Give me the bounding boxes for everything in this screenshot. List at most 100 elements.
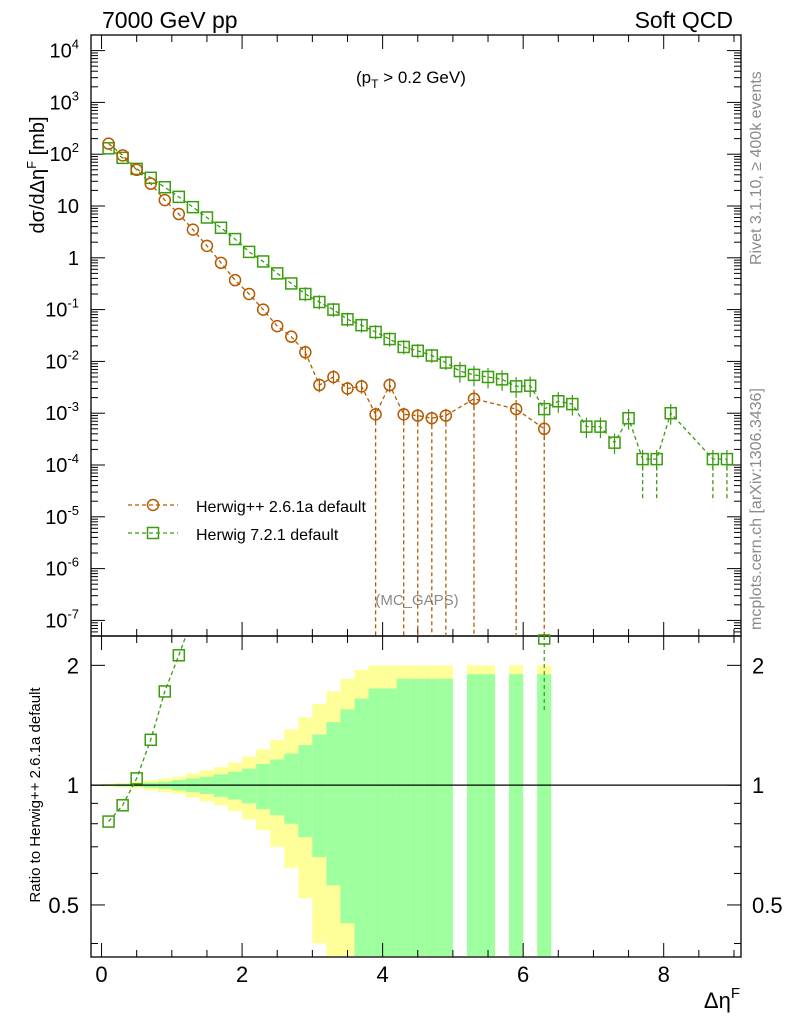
herwig7-marker	[200, 211, 214, 224]
band-inner	[438, 678, 453, 956]
herwigpp-marker	[299, 346, 312, 359]
legend-item-herwig7: Herwig 7.2.1 default	[128, 526, 339, 544]
ratio-marker	[102, 815, 115, 828]
band-inner	[537, 674, 552, 956]
uncertainty-band	[91, 665, 741, 956]
band-inner	[284, 753, 299, 824]
y-tick-label: 10-1	[45, 296, 79, 322]
herwig7-marker	[242, 245, 256, 259]
y-tick-label: 102	[50, 140, 79, 166]
y-axis-sup: F	[24, 161, 39, 169]
legend-label-herwigpp: Herwig++ 2.6.1a default	[196, 499, 366, 516]
x-axis-sup: F	[731, 985, 740, 1002]
herwigpp-marker	[102, 137, 115, 150]
herwig7-marker	[397, 340, 410, 354]
x-axis-label: ΔηF	[704, 985, 740, 1013]
herwig7-marker	[594, 420, 607, 433]
y-tick-exponent: -5	[67, 503, 79, 518]
analysis-watermark: (MC_GAPS)	[375, 592, 458, 609]
ratio-y-tick-label: 0.5	[48, 893, 79, 918]
data-series	[102, 137, 734, 636]
herwig7-marker	[186, 200, 200, 214]
herwig7-marker	[313, 295, 326, 309]
herwigpp-marker	[200, 239, 214, 253]
y-tick-base: 10	[45, 300, 67, 322]
ratio-y-tick-label-right: 2	[752, 653, 764, 678]
cut-rest: > 0.2 GeV)	[378, 68, 465, 87]
x-tick-label: 8	[658, 962, 670, 987]
herwigpp-marker	[369, 408, 382, 421]
y-tick-label: 10-7	[45, 606, 79, 632]
process-label: Soft QCD	[635, 7, 733, 33]
herwig7-marker	[495, 373, 509, 386]
herwigpp-marker	[341, 382, 354, 395]
y-tick-exponent: 4	[72, 37, 79, 52]
herwig7-marker	[411, 344, 425, 358]
y-tick-base: 10	[50, 41, 72, 63]
y-tick-base: 10	[50, 92, 72, 114]
legend-marker-herwig7	[146, 526, 160, 540]
herwigpp-marker	[158, 193, 172, 207]
ratio-marker	[172, 649, 186, 662]
herwigpp-marker	[256, 303, 270, 316]
x-tick-label: 2	[236, 962, 248, 987]
y-tick-exponent: -1	[67, 296, 79, 311]
ratio-y-tick-label: 1	[67, 773, 79, 798]
y-tick-base: 10	[45, 403, 67, 425]
y-axis-unit: [mb]	[27, 116, 49, 160]
band-inner	[340, 709, 355, 924]
axis-ticks	[91, 34, 741, 957]
ratio-marker	[158, 685, 172, 698]
y-tick-base: 10	[45, 610, 67, 632]
y-tick-base: 10	[45, 455, 67, 477]
band-inner	[312, 734, 327, 857]
y-tick-exponent: -2	[67, 347, 79, 362]
herwigpp-marker	[509, 402, 523, 416]
herwig7-marker	[158, 181, 172, 194]
band-inner	[410, 678, 425, 956]
energy-label: 7000 GeV pp	[102, 7, 238, 33]
ratio-y-tick-label: 2	[67, 653, 79, 678]
y-tick-base: 10	[45, 559, 67, 581]
herwigpp-marker	[116, 149, 129, 162]
herwig7-marker	[566, 397, 579, 411]
herwig7-marker	[608, 436, 621, 449]
y-tick-exponent: -7	[67, 606, 79, 621]
ratio-marker	[116, 799, 129, 812]
ratio-y-axis-label: Ratio to Herwig++ 2.6.1a default	[27, 687, 44, 903]
herwig7-marker	[580, 420, 593, 433]
band-inner	[354, 698, 369, 956]
main-y-axis-label: dσ/dΔηF [mb]	[24, 116, 49, 233]
herwig7-marker	[327, 303, 340, 316]
herwig7-marker	[720, 452, 734, 466]
herwigpp-marker	[313, 378, 326, 392]
y-tick-exponent: 3	[72, 88, 79, 103]
herwig7-marker	[383, 332, 396, 346]
herwigpp-marker	[270, 319, 284, 333]
x-tick-label: 0	[95, 962, 107, 987]
herwig7-marker	[509, 380, 523, 393]
y-tick-exponent: -4	[67, 451, 79, 466]
ratio-marker	[537, 634, 551, 645]
cut-main: (p	[356, 68, 371, 87]
legend-label-herwig7: Herwig 7.2.1 default	[196, 527, 339, 544]
herwigpp-marker	[130, 163, 143, 177]
y-tick-base: 10	[45, 507, 67, 529]
herwigpp-marker	[411, 409, 425, 422]
ratio-y-tick-label-right: 1	[752, 773, 764, 798]
band-inner	[396, 678, 411, 956]
cut-annotation: (pT > 0.2 GeV)	[356, 68, 466, 91]
legend-item-herwigpp: Herwig++ 2.6.1a default	[128, 498, 366, 516]
herwig7-marker	[706, 452, 720, 466]
band-inner	[509, 674, 524, 956]
ratio-marker	[130, 772, 143, 785]
y-tick-exponent: -6	[67, 555, 79, 570]
legend-marker-herwigpp	[146, 498, 160, 512]
y-tick-label: 10-5	[45, 503, 79, 529]
band-inner	[481, 674, 496, 956]
herwigpp-marker	[144, 177, 157, 190]
herwig7-marker	[650, 452, 663, 466]
herwigpp-marker	[228, 273, 242, 287]
ratio-y-tick-label-right: 0.5	[752, 893, 783, 918]
